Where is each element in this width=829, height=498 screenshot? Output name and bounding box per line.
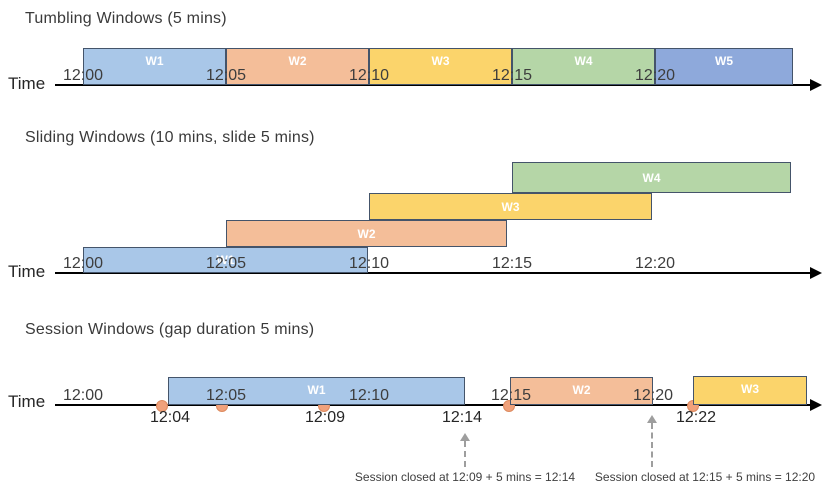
window-label: W3 [501,199,520,214]
window-label: W1 [307,383,326,397]
window-box-w4: W4 [512,48,655,85]
tick-label: 12:05 [205,67,247,84]
tick-label: 12:05 [205,387,247,404]
annotation-arrow [464,441,466,467]
tick-label: 12:05 [205,255,247,272]
window-label: W1 [145,54,164,68]
event-time-label: 12:04 [149,409,191,426]
tick-label: 12:15 [491,255,533,272]
section-title: Session Windows (gap duration 5 mins) [25,321,315,338]
window-label: W4 [574,54,593,68]
window-box-w5: W5 [655,48,793,85]
window-box-w1: W1 [83,247,368,273]
window-label: W3 [741,382,759,396]
window-box-w3: W3 [369,193,652,220]
session-annotation: Session closed at 12:09 + 5 mins = 12:14 [354,470,576,484]
section-title: Tumbling Windows (5 mins) [25,10,227,27]
window-box-w1: W1 [83,48,226,85]
tick-label: 12:00 [62,67,104,84]
timeline-arrowhead-icon [810,79,822,91]
window-label: W3 [431,54,450,68]
time-axis-label: Time [8,262,46,281]
time-axis-label: Time [8,392,46,411]
timeline [55,272,812,274]
tick-label: 12:10 [348,387,390,404]
window-box-w2: W2 [510,377,653,405]
timeline-arrowhead-icon [810,267,822,279]
section-title: Sliding Windows (10 mins, slide 5 mins) [25,129,315,146]
window-box-w1: W1 [168,377,465,405]
timeline [55,404,812,406]
annotation-arrow [651,423,653,467]
window-label: W2 [572,383,591,397]
window-label: W4 [642,170,661,185]
window-label: W1 [216,253,235,267]
tick-label: 12:20 [632,387,674,404]
tick-label: 12:20 [634,255,676,272]
window-label: W2 [357,226,376,241]
tick-label: 12:15 [490,387,532,404]
event-time-label: 12:14 [441,409,483,426]
tick-label: 12:20 [634,67,676,84]
event-time-label: 12:22 [675,409,717,426]
tick-label: 12:15 [491,67,533,84]
arrow-head-icon [647,415,657,423]
window-box-w2: W2 [226,48,369,85]
tick-label: 12:00 [62,387,104,404]
tick-label: 12:10 [348,67,390,84]
window-box-w3: W3 [369,48,512,85]
window-label: W5 [715,54,733,68]
timeline [55,84,812,86]
event-dot [156,400,168,412]
window-label: W2 [288,54,307,68]
event-time-label: 12:09 [304,409,346,426]
session-annotation: Session closed at 12:15 + 5 mins = 12:20 [594,470,816,484]
window-box-w4: W4 [512,162,791,193]
tick-label: 12:00 [62,255,104,272]
timeline-arrowhead-icon [810,399,822,411]
window-box-w2: W2 [226,220,507,247]
tick-label: 12:10 [348,255,390,272]
arrow-head-icon [460,433,470,441]
window-box-w3: W3 [693,376,807,405]
time-axis-label: Time [8,74,46,93]
